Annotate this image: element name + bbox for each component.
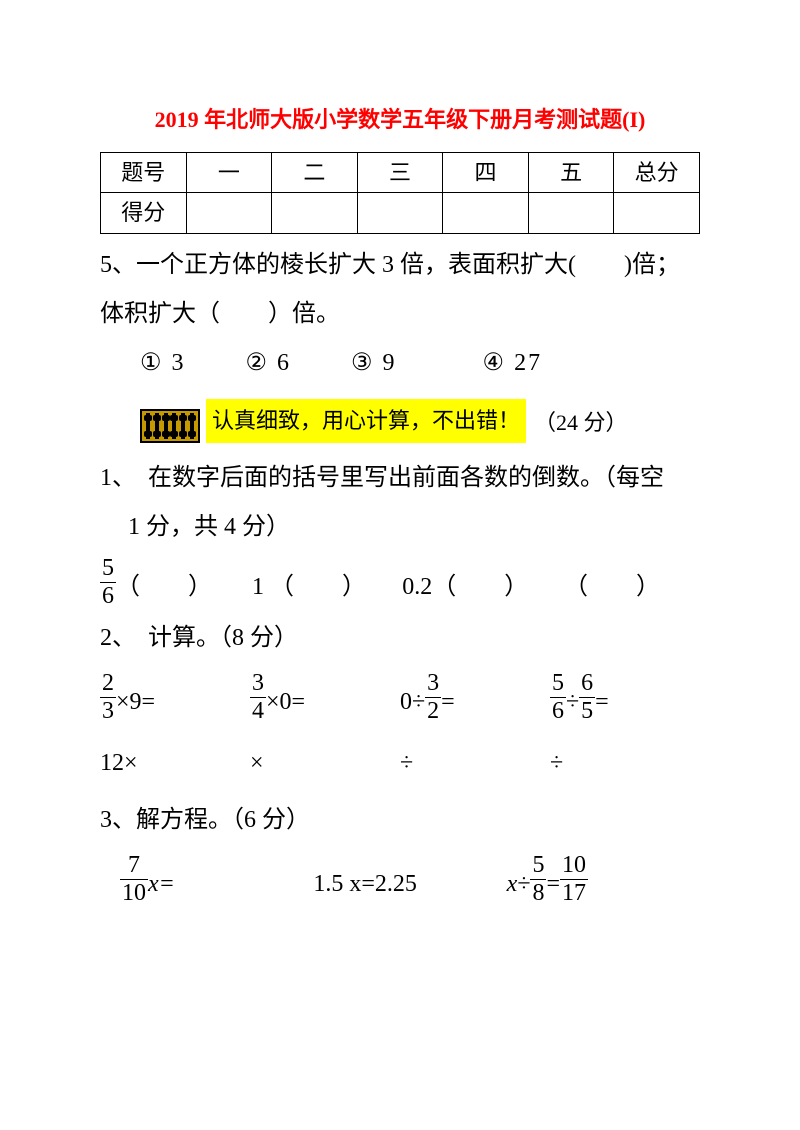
- den: 4: [250, 698, 266, 724]
- table-row: 题号 一 二 三 四 五 总分: [101, 152, 700, 193]
- q3-e3: x ÷ 5 8 = 10 17: [507, 852, 700, 906]
- q2-row1: 2 3 ×9= 3 4 ×0= 0÷ 3 2 = 5 6 ÷ 6 5 =: [100, 670, 700, 724]
- th-5: 五: [528, 152, 614, 193]
- q5-line-a: 5、一个正方体的棱长扩大 3 倍，表面积扩大( )倍；: [100, 244, 700, 287]
- op: ÷: [566, 681, 579, 724]
- cell: [443, 193, 529, 234]
- frac: 7 10: [120, 852, 148, 906]
- q2-r2d: ÷: [550, 742, 700, 785]
- cell: [357, 193, 443, 234]
- num: 10: [560, 852, 588, 879]
- den: 6: [100, 583, 116, 609]
- var: x=: [148, 863, 175, 906]
- rest: =: [595, 681, 609, 724]
- var: x: [507, 863, 518, 906]
- op: ÷: [517, 863, 530, 906]
- q1-b: 1 （ ）: [252, 566, 362, 609]
- q2-r2b: ×: [250, 742, 400, 785]
- q1-d: （ ）: [564, 566, 660, 609]
- opt-3: ③ 9: [351, 350, 397, 376]
- opt-4: ④ 27: [483, 350, 543, 376]
- frac: 5 6: [550, 670, 566, 724]
- den: 10: [120, 880, 148, 906]
- rest: ×0=: [266, 681, 305, 724]
- q2-r2c: ÷: [400, 742, 550, 785]
- q2-e4: 5 6 ÷ 6 5 =: [550, 670, 700, 724]
- bracket: （ ）: [116, 566, 212, 609]
- den: 5: [579, 698, 595, 724]
- cell: [614, 193, 700, 234]
- q2-e1: 2 3 ×9=: [100, 670, 250, 724]
- q1-items: 5 6 （ ） 1 （ ） 0.2（ ） （ ）: [100, 555, 700, 609]
- num: 7: [120, 852, 148, 879]
- th-4: 四: [443, 152, 529, 193]
- page-title: 2019 年北师大版小学数学五年级下册月考测试题(I): [100, 100, 700, 140]
- q1-c: 0.2（ ）: [402, 566, 524, 609]
- banner-points: （24 分）: [534, 403, 628, 443]
- q3-row: 7 10 x= 1.5 x=2.25 x ÷ 5 8 = 10 17: [100, 852, 700, 906]
- num: 5: [530, 852, 546, 879]
- frac: 2 3: [100, 670, 116, 724]
- cell: [528, 193, 614, 234]
- table-row: 得分: [101, 193, 700, 234]
- frac-5-6: 5 6: [100, 555, 116, 609]
- q3-intro: 3、解方程。（6 分）: [100, 799, 700, 842]
- frac: 10 17: [560, 852, 588, 906]
- q2-intro: 2、 计算。（8 分）: [100, 617, 700, 660]
- rest: =: [441, 681, 455, 724]
- score-table: 题号 一 二 三 四 五 总分 得分: [100, 152, 700, 234]
- num: 5: [550, 670, 566, 697]
- num: 6: [579, 670, 595, 697]
- eq: =: [546, 863, 560, 906]
- den: 3: [100, 698, 116, 724]
- th-3: 三: [357, 152, 443, 193]
- th-2: 二: [272, 152, 358, 193]
- num: 5: [100, 555, 116, 582]
- q3-e1: 7 10 x=: [120, 852, 313, 906]
- den: 2: [425, 698, 441, 724]
- q1-intro-a: 1、 在数字后面的括号里写出前面各数的倒数。（每空: [100, 457, 700, 500]
- q2-e2: 3 4 ×0=: [250, 670, 400, 724]
- q3-e2: 1.5 x=2.25: [313, 863, 506, 906]
- q2-r2a: 12×: [100, 742, 250, 785]
- q5-options: ① 3 ② 6 ③ 9 ④ 27: [100, 342, 700, 385]
- den: 8: [530, 880, 546, 906]
- q1-intro-b: 1 分，共 4 分）: [100, 506, 700, 549]
- rest: ×9=: [116, 681, 155, 724]
- q2-e3: 0÷ 3 2 =: [400, 670, 550, 724]
- row2-label: 得分: [101, 193, 187, 234]
- th-label: 题号: [101, 152, 187, 193]
- cell: [186, 193, 272, 234]
- banner-text: 认真细致，用心计算，不出错！: [206, 399, 526, 443]
- opt-1: ① 3: [140, 350, 186, 376]
- frac: 6 5: [579, 670, 595, 724]
- frac: 3 2: [425, 670, 441, 724]
- num: 2: [100, 670, 116, 697]
- frac: 3 4: [250, 670, 266, 724]
- banner-row: 认真细致，用心计算，不出错！ （24 分）: [100, 399, 700, 443]
- cell: [272, 193, 358, 234]
- th-1: 一: [186, 152, 272, 193]
- q2-row2: 12× × ÷ ÷: [100, 742, 700, 785]
- pre: 0÷: [400, 681, 425, 724]
- opt-2: ② 6: [246, 350, 292, 376]
- th-total: 总分: [614, 152, 700, 193]
- q1-a: 5 6 （ ）: [100, 555, 212, 609]
- den: 17: [560, 880, 588, 906]
- frac: 5 8: [530, 852, 546, 906]
- q5-line-b: 体积扩大（ ）倍。: [100, 293, 700, 336]
- num: 3: [250, 670, 266, 697]
- abacus-icon: [140, 409, 200, 443]
- num: 3: [425, 670, 441, 697]
- den: 6: [550, 698, 566, 724]
